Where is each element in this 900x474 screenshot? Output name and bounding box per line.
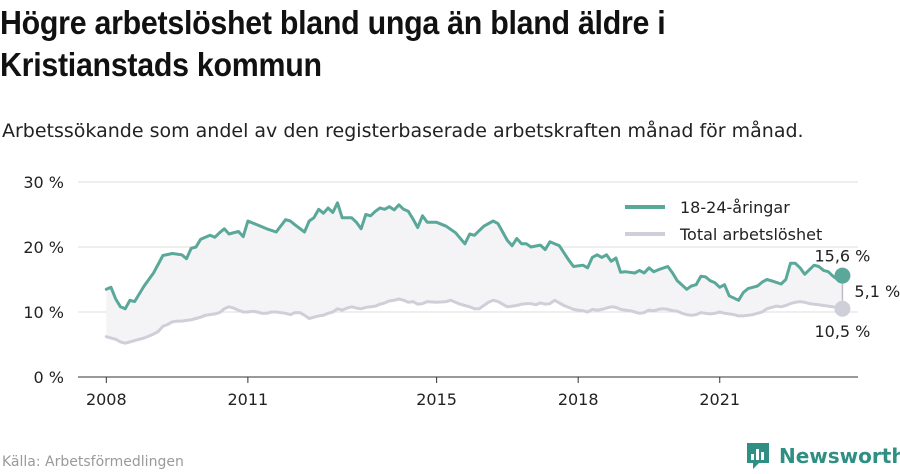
youth-end-label: 15,6 %: [814, 247, 870, 266]
y-tick-label: 0 %: [34, 368, 64, 387]
series-lines: [104, 201, 844, 345]
x-axis: 2008 2011 2015 2018 2021: [78, 376, 858, 409]
youth-end-marker: [834, 267, 851, 284]
end-annotations: 15,6 % 10,5 % 5,1 %: [812, 245, 900, 341]
legend: 18-24-åringar Total arbetslöshet: [615, 193, 855, 244]
chart-subtitle: Arbetssökande som andel av den registerb…: [2, 120, 804, 142]
difference-label: 5,1 %: [854, 282, 900, 301]
x-tick-label: 2015: [416, 390, 457, 409]
source-note: Källa: Arbetsförmedlingen: [2, 454, 184, 470]
brand-logo[interactable]: Newsworthy: [745, 441, 900, 471]
brand-name: Newsworthy: [779, 444, 900, 468]
total-end-label: 10,5 %: [814, 322, 870, 341]
x-tick-label: 2011: [228, 390, 269, 409]
line-chart: 0 % 10 % 20 % 30 % 2008 2011 2015 2018 2021 15,…: [23, 173, 900, 409]
newsworthy-logo-icon: [747, 443, 769, 469]
chart-title: Högre arbetslöshet bland unga än bland ä…: [0, 4, 666, 83]
x-tick-label: 2008: [86, 390, 127, 409]
total-end-marker: [834, 300, 851, 317]
x-tick-label: 2021: [699, 390, 740, 409]
series-line: [104, 297, 844, 345]
series-line: [104, 201, 844, 311]
x-tick-label: 2018: [558, 390, 599, 409]
legend-label: 18-24-åringar: [680, 198, 790, 217]
legend-label: Total arbetslöshet: [679, 225, 822, 244]
y-tick-label: 20 %: [23, 238, 64, 257]
y-tick-label: 10 %: [23, 303, 64, 322]
y-tick-label: 30 %: [23, 173, 64, 192]
y-axis-labels: 0 % 10 % 20 % 30 %: [23, 173, 64, 387]
